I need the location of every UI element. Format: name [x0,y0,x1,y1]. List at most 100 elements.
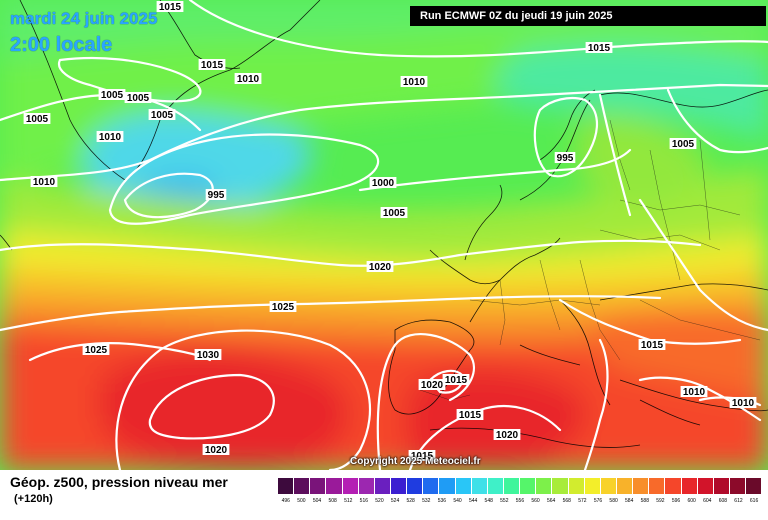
legend-ticks: 496 500 504 508 512 516 520 524 528 532 536 540 544 5… [278,498,762,510]
isobar-label: 1005 [672,139,695,150]
isobar-label: 1020 [496,430,519,441]
isobar-label: 1020 [421,380,444,391]
isobar-label-bg [638,339,666,350]
isobar-label: 1015 [641,340,664,351]
footer-title: Géop. z500, pression niveau mer [10,474,228,490]
isobar-label-bg [82,344,110,355]
copyright: Copyright 2025 Meteociel.fr [350,456,481,467]
legend-tick-label: 592 [656,498,665,504]
legend-swatch [503,478,521,494]
isobar-label-bg [30,176,58,187]
legend-tick-label: 612 [734,498,743,504]
isobar-label: 1010 [33,177,56,188]
legend-tick-label: 556 [515,498,525,504]
isobar-label-bg [269,301,297,312]
isobar-label-bg [729,397,757,408]
isobar-label: 1010 [403,77,426,88]
legend-tick-label: 564 [546,498,556,504]
legend-swatch [616,478,634,494]
legend-swatch [390,478,408,494]
isobar-label-bg [96,131,124,142]
isobar-label: 1005 [127,93,150,104]
isobar-label: 1015 [588,43,611,54]
legend-tick-label: 520 [375,498,384,504]
coastlines [0,0,768,448]
isobar-label-bg [366,261,394,272]
legend-tick-label: 584 [625,498,634,504]
isobar-label-bg [493,429,521,440]
isobar-label: 1015 [159,2,182,13]
isobar-label-bg [23,113,51,124]
isobar-label: 1000 [372,178,395,189]
isobar-label: 995 [557,153,574,164]
legend-tick-label: 524 [390,498,400,504]
legend-tick-label: 512 [344,498,353,504]
legend-tick-label: 588 [640,498,649,504]
isobar-label: 1005 [383,208,406,219]
isobar-label-bg [408,450,436,461]
legend-swatches [278,478,763,494]
legend-tick-label: 500 [297,498,306,504]
isobar-label-bg [442,374,470,385]
legend-tick-label: 576 [593,498,603,504]
isobar-label-bg [369,177,397,188]
isobar-label-bg [156,1,184,12]
legend-swatch [471,478,488,494]
legend-tick-label: 504 [312,498,322,504]
isobar-label-bg [194,349,222,360]
isobar-label-bg [418,379,446,390]
legend-swatch [729,478,747,494]
isobar-label-bg [456,409,484,420]
isobar-label-bg [554,152,576,163]
forecast-time: 2:00 locale [10,34,113,56]
isobar-label-bg [124,92,152,103]
legend-swatch [584,478,601,494]
legend-swatch [649,478,666,494]
legend-tick-label: 616 [749,498,759,504]
legend-swatch [294,478,311,494]
legend-swatch [568,478,585,494]
legend-swatch [536,478,553,494]
isobar-label: 995 [208,190,225,201]
legend-swatch [681,478,698,494]
isobar-label: 1005 [101,90,124,101]
legend-swatch [326,478,343,494]
legend-swatch [342,478,359,494]
isobar-label-bg [585,42,613,53]
isobar-label-bg [198,59,226,70]
forecast-date: mardi 24 juin 2025 [10,9,158,28]
legend-swatch [633,478,650,494]
legend-swatch [552,478,569,494]
isobar-label: 1005 [151,110,174,121]
isobar-label-bg [205,189,227,200]
legend-tick-label: 580 [609,498,618,504]
isobar-label-bg [98,89,126,100]
isobar-label: 1010 [99,132,122,143]
isobar-label-bg [400,76,428,87]
legend-swatch [278,478,295,494]
isobar-label: 1025 [85,345,108,356]
legend-tick-label: 568 [562,498,571,504]
isobar-label: 1030 [197,350,220,361]
legend-tick-label: 552 [500,498,509,504]
legend-swatch [374,478,391,494]
isobar-label: 1020 [205,445,228,456]
isobar-label-bg [234,73,262,84]
geopotential-field [0,0,768,470]
legend-tick-label: 560 [531,498,540,504]
legend-swatch [455,478,472,494]
isobar-label: 1010 [237,74,260,85]
borders [419,119,761,401]
legend-swatch [665,478,682,494]
legend-tick-label: 604 [703,498,712,504]
legend-swatch [423,478,440,494]
isobar-label-bg [380,207,408,218]
isobar-label-bg [680,386,708,397]
isobar-label: 1010 [732,398,755,409]
isobar-label: 1015 [445,375,468,386]
legend-tick-label: 508 [328,498,337,504]
legend-tick-label: 596 [671,498,681,504]
